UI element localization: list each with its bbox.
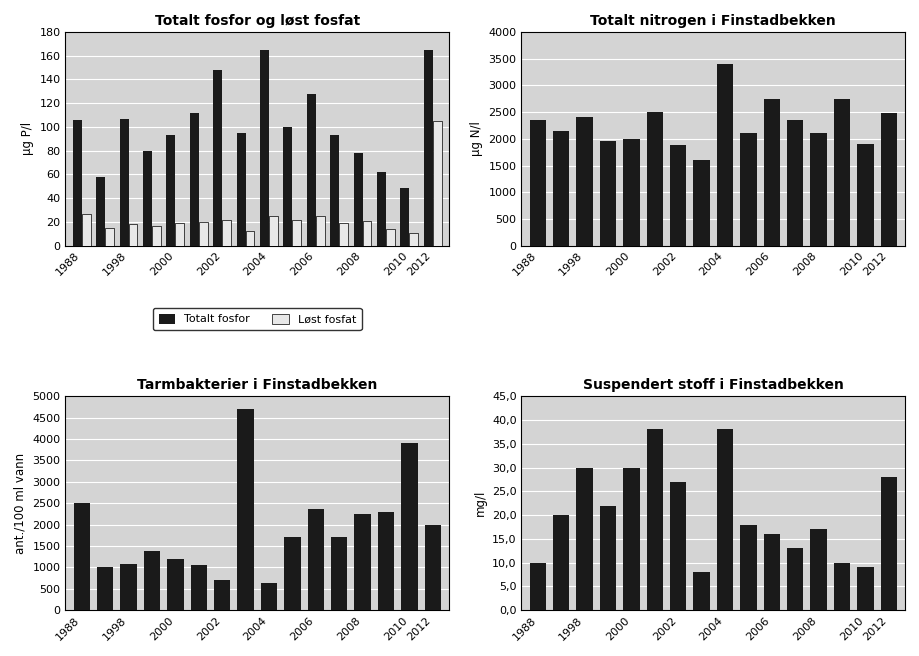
Bar [176, 223, 185, 246]
Bar [97, 567, 113, 610]
Bar [424, 50, 433, 246]
Bar [260, 50, 269, 246]
Bar [553, 515, 570, 610]
Bar [96, 177, 105, 246]
Bar [73, 120, 82, 246]
Bar [199, 222, 208, 246]
Title: Totalt fosfor og løst fosfat: Totalt fosfor og løst fosfat [154, 14, 360, 28]
Bar [292, 220, 301, 246]
Bar [316, 216, 324, 246]
Bar [600, 142, 617, 246]
Bar [433, 121, 442, 246]
Bar [354, 153, 362, 246]
Bar [553, 131, 570, 246]
Bar [284, 537, 301, 610]
Bar [857, 144, 874, 246]
Bar [307, 94, 316, 246]
Bar [152, 226, 161, 246]
Bar [129, 224, 138, 246]
Bar [787, 120, 803, 246]
Title: Suspendert stoff i Finstadbekken: Suspendert stoff i Finstadbekken [583, 379, 844, 392]
Bar [269, 216, 278, 246]
Bar [834, 98, 850, 246]
Bar [857, 567, 874, 610]
Bar [811, 529, 827, 610]
Bar [623, 468, 640, 610]
Title: Tarmbakterier i Finstadbekken: Tarmbakterier i Finstadbekken [137, 379, 378, 392]
Bar [529, 563, 546, 610]
Y-axis label: ant./100 ml vann: ant./100 ml vann [14, 453, 27, 554]
Bar [237, 133, 245, 246]
Bar [330, 135, 339, 246]
Bar [880, 113, 897, 246]
Bar [378, 512, 394, 610]
Bar [880, 477, 897, 610]
Bar [386, 229, 395, 246]
Bar [409, 233, 418, 246]
Bar [740, 525, 756, 610]
Bar [647, 112, 663, 246]
Y-axis label: µg N/l: µg N/l [470, 121, 482, 156]
Bar [214, 580, 231, 610]
Bar [105, 228, 114, 246]
Bar [362, 221, 371, 246]
Bar [143, 151, 152, 246]
Bar [222, 220, 231, 246]
Bar [401, 443, 417, 610]
Bar [74, 503, 90, 610]
Bar [834, 563, 850, 610]
Bar [167, 559, 184, 610]
Bar [623, 139, 640, 246]
Bar [425, 525, 441, 610]
Bar [787, 548, 803, 610]
Bar [237, 409, 254, 610]
Bar [647, 430, 663, 610]
Bar [576, 117, 593, 246]
Bar [261, 583, 278, 610]
Bar [694, 572, 709, 610]
Bar [600, 506, 617, 610]
Legend: Totalt fosfor, Løst fosfat: Totalt fosfor, Løst fosfat [153, 308, 361, 330]
Bar [245, 232, 255, 246]
Bar [82, 214, 91, 246]
Bar [764, 98, 780, 246]
Bar [401, 188, 409, 246]
Bar [355, 514, 370, 610]
Bar [283, 127, 292, 246]
Bar [143, 551, 160, 610]
Bar [120, 564, 137, 610]
Bar [670, 146, 686, 246]
Bar [764, 534, 780, 610]
Bar [377, 172, 386, 246]
Bar [308, 508, 323, 610]
Bar [811, 133, 827, 246]
Y-axis label: mg/l: mg/l [473, 490, 486, 516]
Bar [694, 160, 709, 246]
Bar [670, 482, 686, 610]
Bar [740, 133, 756, 246]
Bar [119, 119, 129, 246]
Bar [717, 64, 733, 246]
Bar [190, 565, 207, 610]
Bar [576, 468, 593, 610]
Title: Totalt nitrogen i Finstadbekken: Totalt nitrogen i Finstadbekken [590, 14, 836, 28]
Bar [190, 113, 199, 246]
Bar [213, 70, 222, 246]
Bar [166, 135, 176, 246]
Bar [529, 120, 546, 246]
Y-axis label: µg P/l: µg P/l [21, 122, 34, 155]
Bar [717, 430, 733, 610]
Bar [339, 223, 348, 246]
Bar [331, 537, 347, 610]
